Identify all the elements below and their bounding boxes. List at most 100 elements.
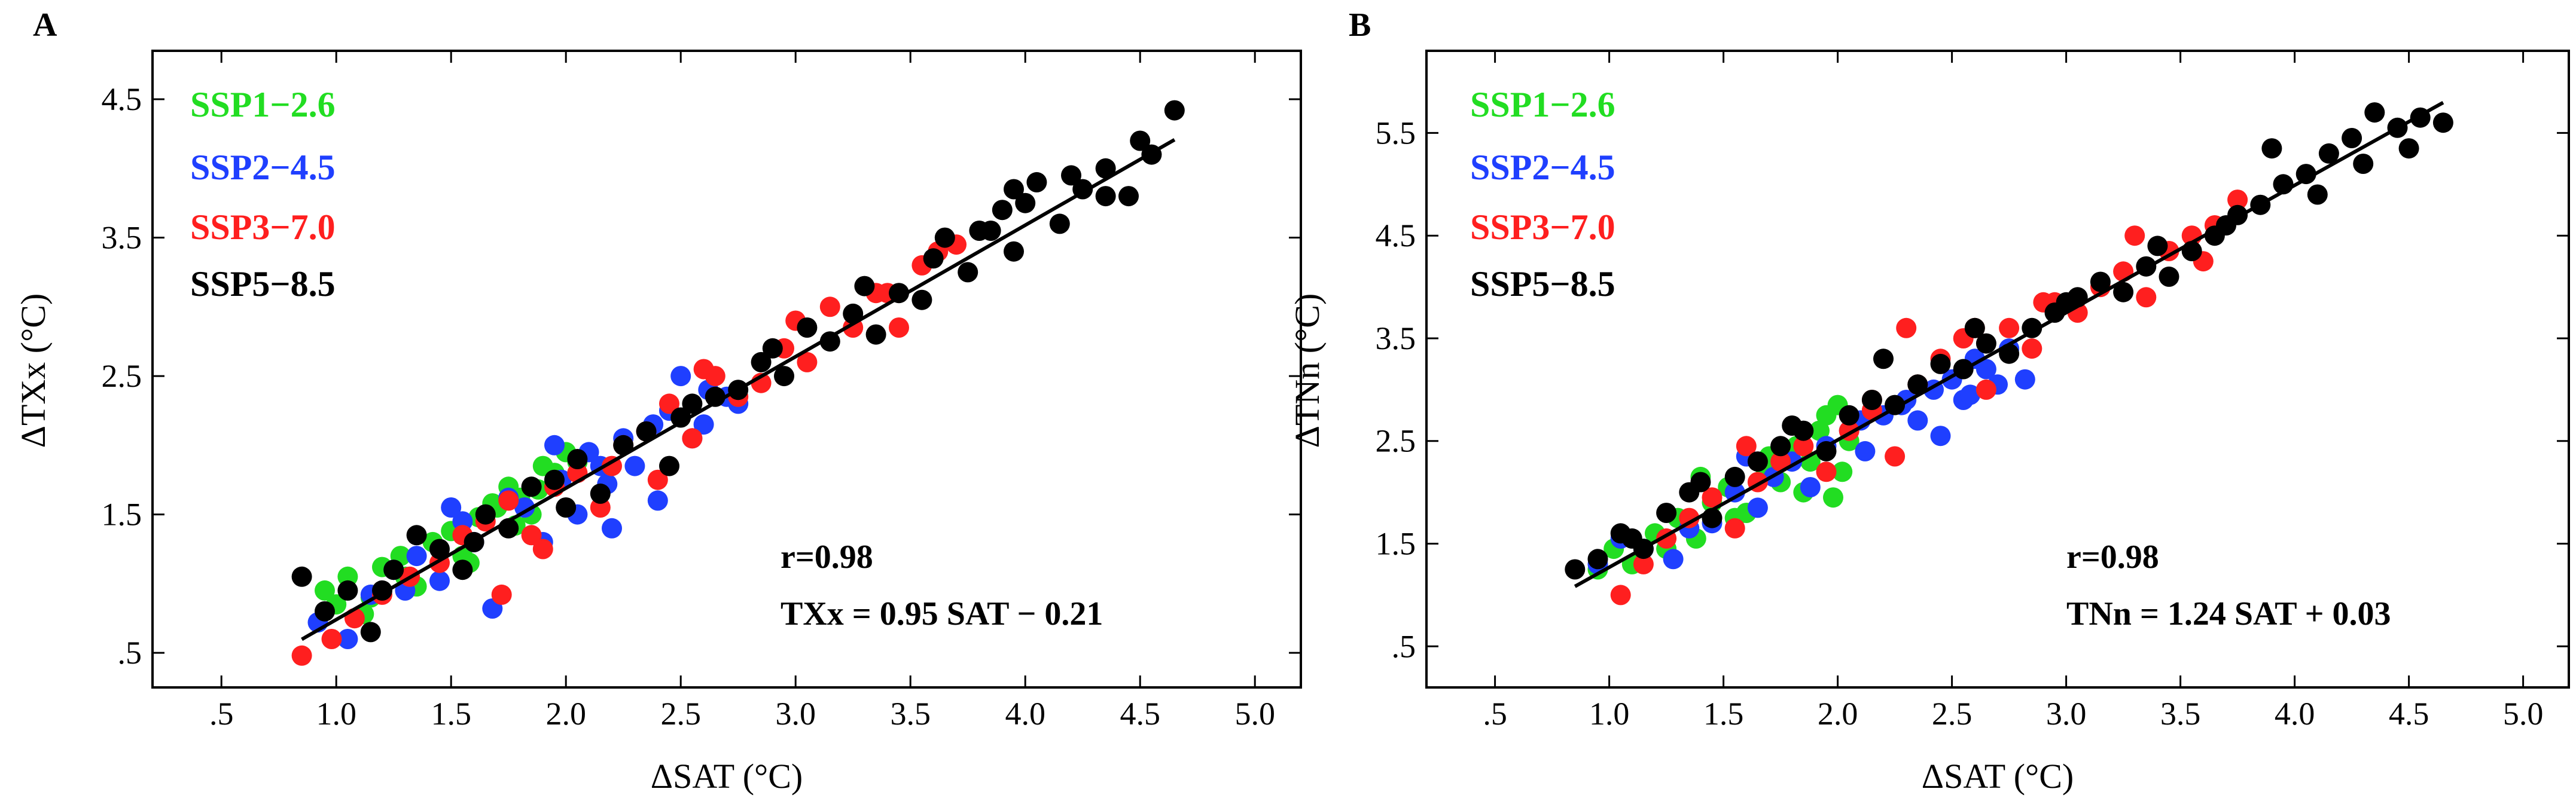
fit-line bbox=[301, 138, 1176, 641]
point-ssp585 bbox=[1690, 472, 1711, 493]
point-ssp585 bbox=[1976, 333, 1996, 354]
panel-letter: A bbox=[33, 7, 57, 44]
point-ssp370 bbox=[1976, 379, 1996, 400]
point-ssp245 bbox=[1960, 384, 1981, 405]
point-ssp585 bbox=[1130, 130, 1151, 151]
x-tick-label: .5 bbox=[1483, 696, 1507, 732]
point-ssp585 bbox=[556, 497, 577, 518]
point-ssp370 bbox=[693, 359, 714, 380]
point-ssp585 bbox=[452, 560, 473, 580]
x-tick-label: 2.5 bbox=[660, 696, 701, 732]
point-ssp370 bbox=[2022, 338, 2042, 359]
y-tick-label: 5.5 bbox=[1376, 115, 1416, 151]
point-ssp585 bbox=[969, 221, 990, 241]
point-ssp585 bbox=[406, 525, 427, 546]
legend-ssp126: SSP1−2.6 bbox=[1470, 85, 1615, 124]
point-ssp585 bbox=[2147, 236, 2168, 256]
x-tick-label: 5.0 bbox=[1234, 696, 1275, 732]
point-ssp370 bbox=[491, 584, 512, 605]
point-ssp585 bbox=[360, 622, 381, 643]
point-ssp370 bbox=[1736, 436, 1757, 457]
point-ssp245 bbox=[1724, 482, 1745, 503]
point-ssp585 bbox=[992, 200, 1013, 221]
point-ssp245 bbox=[1907, 410, 1928, 431]
point-ssp585 bbox=[2353, 154, 2374, 174]
x-tick-label: 3.5 bbox=[2160, 696, 2201, 732]
point-ssp370 bbox=[1793, 436, 1814, 457]
point-ssp585 bbox=[590, 483, 611, 504]
x-tick-label: .5 bbox=[209, 696, 234, 732]
point-ssp370 bbox=[1633, 554, 1654, 574]
point-ssp585 bbox=[670, 407, 691, 428]
point-ssp370 bbox=[819, 296, 840, 317]
point-ssp585 bbox=[2307, 184, 2328, 205]
point-ssp585 bbox=[1095, 158, 1116, 179]
point-ssp245 bbox=[1976, 359, 1996, 380]
x-tick-label: 2.0 bbox=[545, 696, 586, 732]
point-ssp585 bbox=[1118, 186, 1139, 207]
point-ssp370 bbox=[1770, 451, 1791, 472]
point-ssp585 bbox=[315, 601, 335, 622]
legend-ssp585: SSP5−8.5 bbox=[190, 264, 336, 304]
point-ssp585 bbox=[337, 580, 358, 601]
point-ssp585 bbox=[1873, 348, 1894, 369]
plot-frame bbox=[151, 50, 1302, 689]
point-ssp370 bbox=[1816, 461, 1837, 482]
point-ssp245 bbox=[337, 629, 358, 649]
point-ssp585 bbox=[1049, 213, 1070, 234]
point-ssp126 bbox=[1832, 461, 1853, 482]
legend-ssp245: SSP2−4.5 bbox=[1470, 148, 1615, 187]
point-ssp585 bbox=[774, 366, 794, 387]
point-ssp585 bbox=[705, 386, 725, 407]
y-tick-label: .5 bbox=[118, 635, 142, 671]
scatter-points bbox=[291, 100, 1185, 666]
point-ssp585 bbox=[911, 289, 932, 310]
point-ssp585 bbox=[544, 469, 565, 490]
x-tick-label: 5.0 bbox=[2503, 696, 2544, 732]
point-ssp245 bbox=[693, 414, 714, 435]
point-ssp585 bbox=[682, 393, 703, 414]
point-ssp585 bbox=[567, 449, 588, 469]
point-ssp585 bbox=[1004, 241, 1024, 262]
point-ssp585 bbox=[659, 455, 679, 476]
point-ssp585 bbox=[1747, 451, 1768, 472]
point-ssp585 bbox=[1839, 405, 1859, 426]
x-tick-label: 3.0 bbox=[775, 696, 816, 732]
x-tick-label: 1.0 bbox=[316, 696, 356, 732]
x-tick-label: 3.0 bbox=[2046, 696, 2087, 732]
x-axis-title: ΔSAT (°C) bbox=[1922, 757, 2074, 796]
point-ssp245 bbox=[624, 455, 645, 476]
point-ssp585 bbox=[1782, 415, 1803, 436]
point-ssp585 bbox=[1656, 503, 1677, 523]
point-ssp585 bbox=[1061, 165, 1081, 186]
correlation-label: r=0.98 bbox=[781, 539, 873, 576]
point-ssp370 bbox=[532, 539, 553, 560]
y-tick-label: 4.5 bbox=[1376, 218, 1416, 253]
point-ssp585 bbox=[636, 421, 657, 442]
point-ssp370 bbox=[321, 629, 342, 649]
point-ssp585 bbox=[2398, 138, 2419, 159]
point-ssp585 bbox=[291, 566, 312, 587]
x-tick-label: 4.5 bbox=[1120, 696, 1160, 732]
legend: SSP1−2.6 SSP2−4.5 SSP3−7.0 SSP5−8.5 bbox=[1470, 85, 1615, 304]
x-tick-label: 4.0 bbox=[2275, 696, 2315, 732]
point-ssp585 bbox=[1015, 192, 1036, 213]
point-ssp370 bbox=[1702, 487, 1723, 508]
y-tick-label: 3.5 bbox=[102, 220, 142, 256]
panel-letter: B bbox=[1349, 7, 1371, 44]
point-ssp245 bbox=[514, 497, 535, 518]
legend-ssp585: SSP5−8.5 bbox=[1470, 264, 1615, 304]
y-tick-label: 2.5 bbox=[1376, 423, 1416, 459]
point-ssp245 bbox=[1800, 477, 1821, 497]
point-ssp585 bbox=[383, 560, 404, 580]
point-ssp370 bbox=[498, 490, 519, 511]
point-ssp585 bbox=[2056, 292, 2077, 313]
x-tick-label: 1.5 bbox=[431, 696, 471, 732]
x-tick-label: 4.5 bbox=[2389, 696, 2429, 732]
point-ssp370 bbox=[1610, 585, 1631, 606]
point-ssp370 bbox=[659, 393, 679, 414]
point-ssp370 bbox=[1896, 317, 1917, 338]
point-ssp245 bbox=[647, 490, 668, 511]
point-ssp245 bbox=[1747, 497, 1768, 518]
point-ssp245 bbox=[602, 518, 622, 539]
